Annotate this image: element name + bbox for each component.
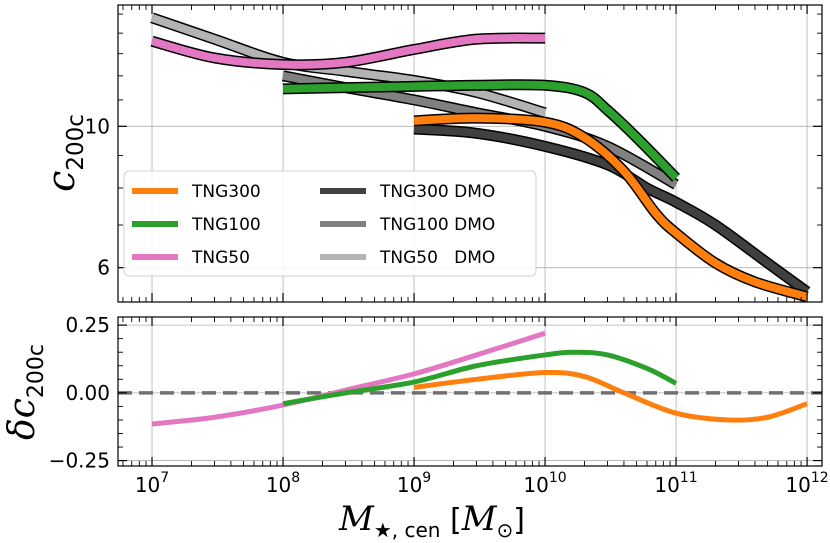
- bottom-y-axis-label-base: δc: [2, 398, 43, 440]
- x-axis-label-main: M: [338, 499, 375, 539]
- top-ticks: 6 10: [85, 5, 822, 302]
- bottom-y-tick-label-0: −0.25: [49, 449, 110, 473]
- series-line-tng50: [150, 34, 546, 69]
- legend: TNG300 TNG100 TNG50 TNG300 DMO TNG100 DMO TNG…: [123, 170, 537, 277]
- bottom-y-tick-label-1: 0.00: [65, 381, 110, 405]
- legend-label-tng100-dmo: TNG100 DMO: [379, 215, 495, 235]
- x-tick-label-3: 1010: [523, 470, 566, 497]
- x-tick-label-5: 1012: [785, 470, 828, 497]
- x-tick-label-0: 107: [135, 470, 169, 497]
- bottom-y-axis-label-sub: 200c: [24, 344, 49, 398]
- bottom-ticks: 107 108 109 1010 1011 1012 −0.25 0.00 0.25: [49, 313, 829, 497]
- x-axis-label-unit-close: ]: [513, 503, 525, 538]
- delta-line-tng300: [413, 369, 808, 423]
- x-axis-label-unit-sub: ⊙: [497, 518, 514, 542]
- top-y-tick-label-0: 6: [97, 256, 110, 280]
- series-line-tng50-dmo: [150, 14, 547, 117]
- x-axis-label: M★, cen [M⊙]: [338, 499, 525, 542]
- delta-line-tng50: [151, 330, 546, 427]
- top-y-axis-label: c200c: [39, 114, 89, 192]
- top-y-axis-label-base: c: [39, 171, 83, 192]
- top-panel: 6 10 TNG300 TNG100 TNG50 TNG300 DMO TNG100 DM…: [39, 4, 823, 303]
- series-line-tng300: [413, 114, 809, 301]
- bottom-frame: [117, 316, 823, 467]
- bottom-series: [151, 330, 808, 427]
- bottom-y-tick-label-2: 0.25: [65, 313, 110, 337]
- top-y-axis-label-sub: 200c: [63, 114, 89, 171]
- series-line-tng300-dmo: [413, 125, 810, 295]
- legend-label-tng300: TNG300: [191, 182, 261, 202]
- legend-label-tng50: TNG50: [191, 248, 250, 268]
- x-tick-label-4: 1011: [654, 470, 697, 497]
- top-y-tick-label-1: 10: [85, 114, 110, 138]
- legend-label-tng100: TNG100: [191, 215, 261, 235]
- x-axis-label-sub: ★, cen: [374, 518, 441, 542]
- top-frame: [117, 4, 823, 303]
- legend-label-tng300-dmo: TNG300 DMO: [379, 182, 495, 202]
- x-axis-label-unit-open: [: [440, 503, 461, 538]
- bottom-panel: 107 108 109 1010 1011 1012 −0.25 0.00 0.25 δc200…: [2, 313, 829, 497]
- x-tick-label-1: 108: [266, 470, 300, 497]
- x-tick-label-2: 109: [397, 470, 431, 497]
- legend-label-tng50-dmo: TNG50 DMO: [379, 248, 495, 268]
- x-axis-label-unit: M: [461, 499, 498, 539]
- series-line-tng100: [282, 80, 679, 181]
- delta-line-tng100: [282, 349, 678, 407]
- top-series: [150, 12, 811, 302]
- bottom-y-axis-label: δc200c: [2, 344, 49, 440]
